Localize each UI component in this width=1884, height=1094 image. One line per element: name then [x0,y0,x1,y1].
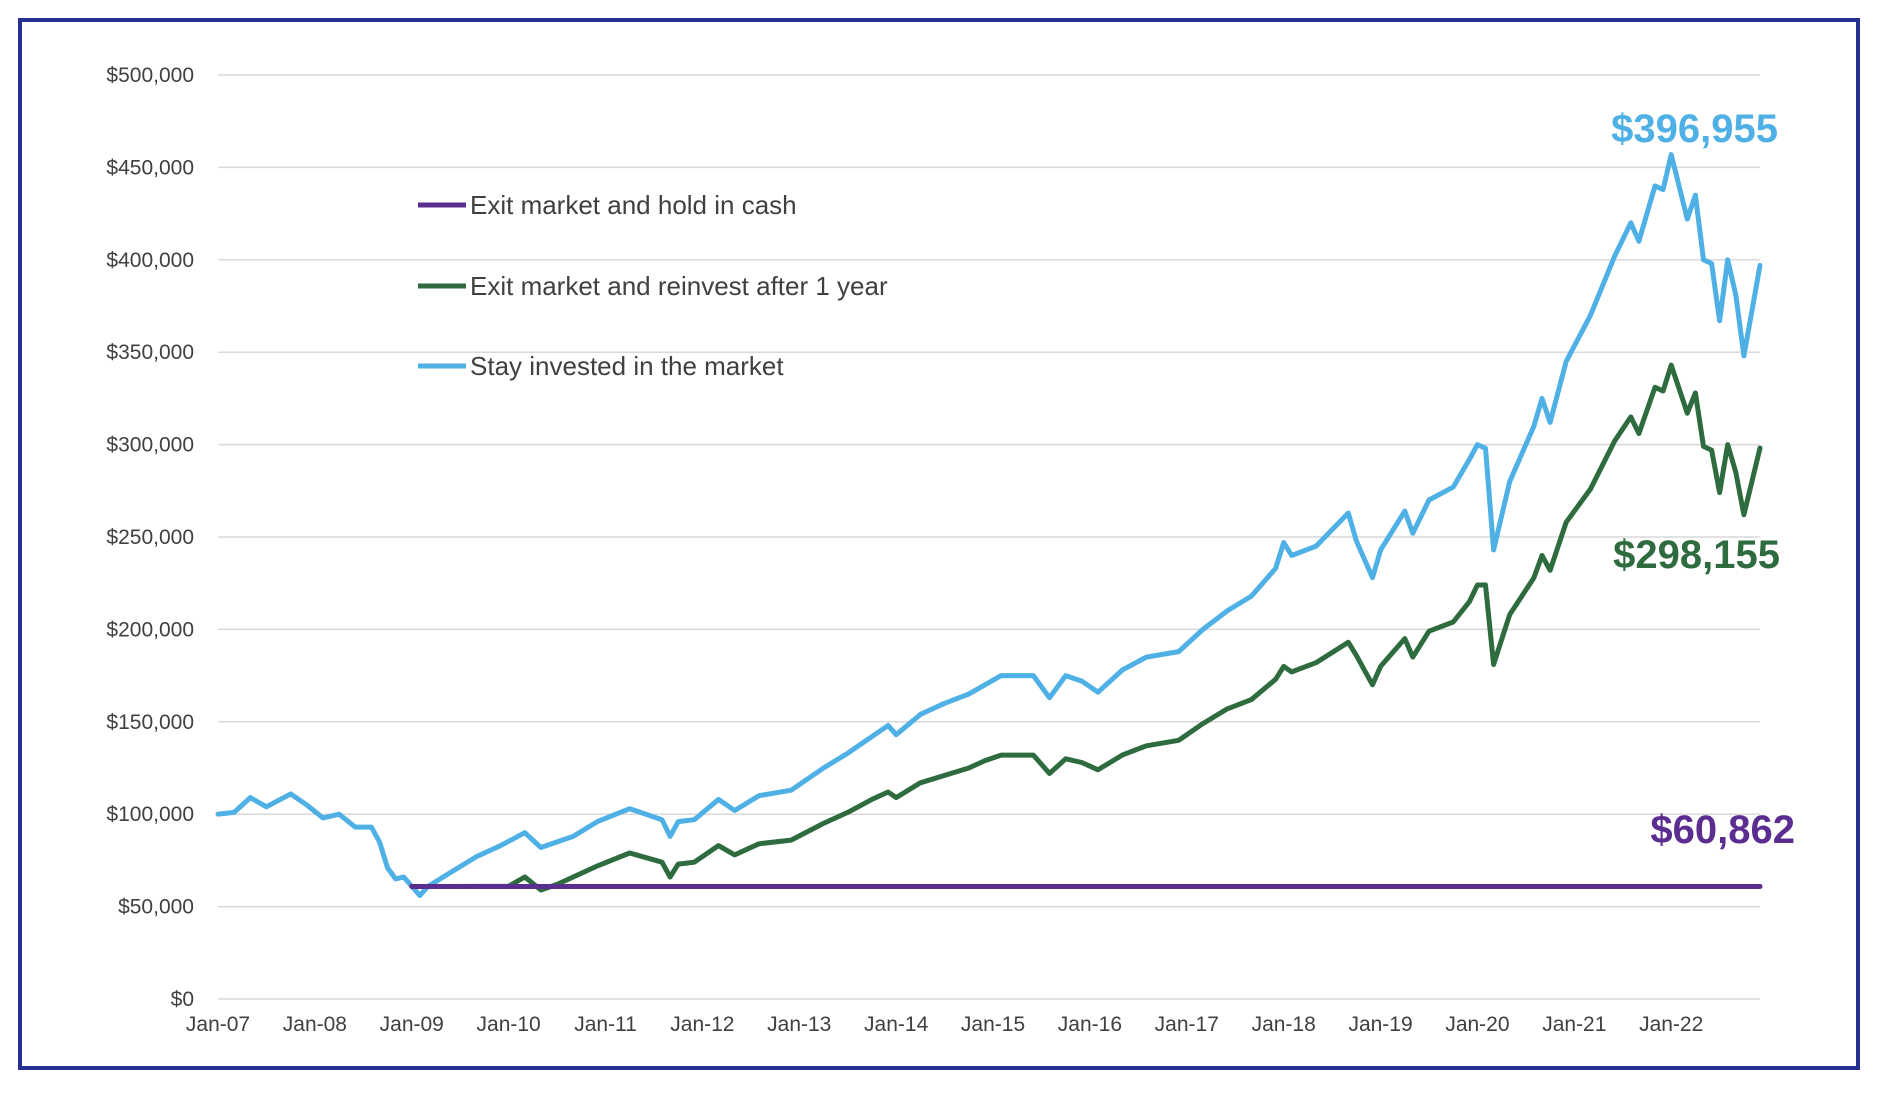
x-tick-label: Jan-08 [283,1013,347,1036]
end-value-label: $60,862 [1650,808,1795,852]
series-line-1 [409,362,1763,893]
legend-label: Exit market and hold in cash [470,190,797,220]
x-tick-label: Jan-13 [767,1013,831,1036]
x-tick-label: Jan-10 [477,1013,541,1036]
legend-label: Stay invested in the market [470,351,784,381]
x-tick-label: Jan-11 [574,1013,637,1036]
y-tick-label: $200,000 [106,618,194,641]
x-tick-label: Jan-20 [1445,1013,1509,1036]
x-tick-label: Jan-19 [1348,1013,1412,1036]
x-tick-label: Jan-09 [380,1013,444,1036]
x-tick-label: Jan-22 [1639,1013,1703,1036]
x-tick-label: Jan-12 [670,1013,734,1036]
x-axis: Jan-07 Jan-08 Jan-09 Jan-10 Jan-11 Jan-12 Jan-… [186,1013,1703,1036]
y-tick-label: $450,000 [106,156,194,179]
gridlines [218,74,1760,1000]
x-tick-label: Jan-15 [961,1013,1025,1036]
y-axis: $0 $50,000 $100,000 $150,000 $200,000 $250,00… [106,64,194,1011]
y-tick-label: $50,000 [118,896,194,919]
x-tick-label: Jan-16 [1058,1013,1122,1036]
y-tick-label: $350,000 [106,341,194,364]
end-labels: $60,862 $298,155 $396,955 [1611,107,1795,852]
series-lines [215,152,1763,898]
y-tick-label: $300,000 [106,434,194,457]
x-tick-label: Jan-17 [1155,1013,1219,1036]
end-value-label: $298,155 [1613,533,1780,577]
y-tick-label: $150,000 [106,711,194,734]
y-tick-label: $250,000 [106,526,194,549]
end-value-label: $396,955 [1611,107,1778,151]
x-tick-label: Jan-21 [1542,1013,1606,1036]
legend-label: Exit market and reinvest after 1 year [470,271,888,301]
y-tick-label: $100,000 [106,803,194,826]
y-tick-label: $500,000 [106,64,194,87]
chart-frame [18,18,1860,1070]
series-line-2 [215,152,1763,898]
x-tick-label: Jan-18 [1252,1013,1316,1036]
y-tick-label: $400,000 [106,249,194,272]
y-tick-label: $0 [171,988,194,1011]
x-tick-label: Jan-14 [864,1013,929,1036]
x-tick-label: Jan-07 [186,1013,250,1036]
legend: Exit market and hold in cash Exit market … [418,190,888,381]
